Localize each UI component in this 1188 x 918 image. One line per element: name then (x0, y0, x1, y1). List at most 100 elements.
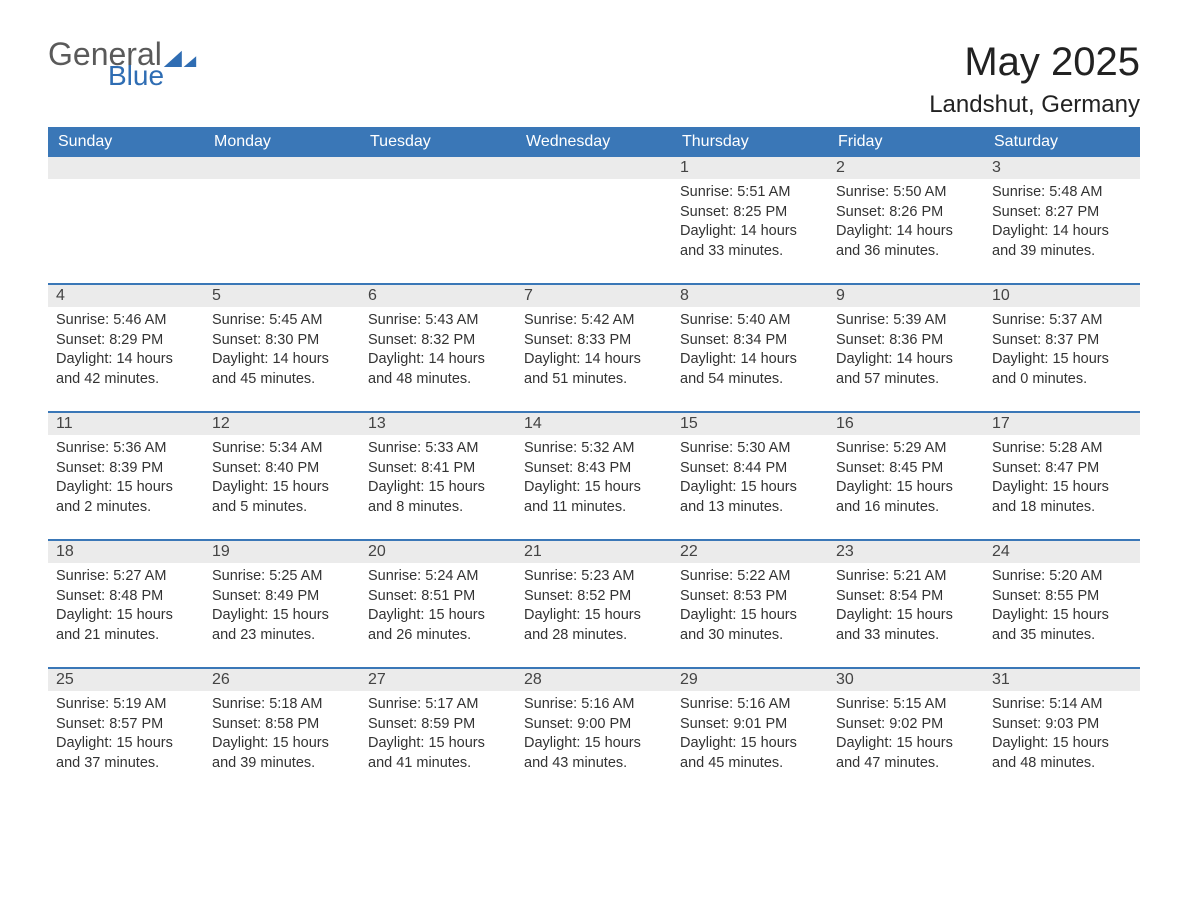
daylight-line-1: Daylight: 15 hours (992, 350, 1132, 370)
day-body: Sunrise: 5:28 AMSunset: 8:47 PMDaylight:… (984, 435, 1140, 521)
sunrise-line: Sunrise: 5:27 AM (56, 567, 196, 587)
daylight-line-2: and 42 minutes. (56, 370, 196, 390)
day-body: Sunrise: 5:24 AMSunset: 8:51 PMDaylight:… (360, 563, 516, 649)
day-body: Sunrise: 5:16 AMSunset: 9:00 PMDaylight:… (516, 691, 672, 777)
day-number: 19 (204, 541, 360, 563)
day-body: Sunrise: 5:21 AMSunset: 8:54 PMDaylight:… (828, 563, 984, 649)
daylight-line-2: and 48 minutes. (368, 370, 508, 390)
daylight-line-1: Daylight: 14 hours (56, 350, 196, 370)
day-body: Sunrise: 5:16 AMSunset: 9:01 PMDaylight:… (672, 691, 828, 777)
daylight-line-1: Daylight: 14 hours (680, 350, 820, 370)
day-cell (516, 157, 672, 283)
day-number: 14 (516, 413, 672, 435)
daylight-line-1: Daylight: 14 hours (524, 350, 664, 370)
day-body: Sunrise: 5:43 AMSunset: 8:32 PMDaylight:… (360, 307, 516, 393)
day-number: 22 (672, 541, 828, 563)
sunset-line: Sunset: 8:29 PM (56, 331, 196, 351)
daylight-line-1: Daylight: 15 hours (368, 478, 508, 498)
day-number: 26 (204, 669, 360, 691)
daylight-line-2: and 5 minutes. (212, 498, 352, 518)
daylight-line-1: Daylight: 15 hours (524, 478, 664, 498)
day-body: Sunrise: 5:36 AMSunset: 8:39 PMDaylight:… (48, 435, 204, 521)
sunrise-line: Sunrise: 5:28 AM (992, 439, 1132, 459)
location: Landshut, Germany (929, 91, 1140, 119)
weekday-header: Saturday (984, 127, 1140, 157)
calendar: SundayMondayTuesdayWednesdayThursdayFrid… (48, 127, 1140, 795)
day-cell: 28Sunrise: 5:16 AMSunset: 9:00 PMDayligh… (516, 669, 672, 795)
daylight-line-2: and 23 minutes. (212, 626, 352, 646)
daylight-line-2: and 33 minutes. (836, 626, 976, 646)
day-body: Sunrise: 5:50 AMSunset: 8:26 PMDaylight:… (828, 179, 984, 265)
day-body: Sunrise: 5:22 AMSunset: 8:53 PMDaylight:… (672, 563, 828, 649)
sunset-line: Sunset: 8:37 PM (992, 331, 1132, 351)
sunrise-line: Sunrise: 5:14 AM (992, 695, 1132, 715)
day-number: 6 (360, 285, 516, 307)
sunset-line: Sunset: 8:43 PM (524, 459, 664, 479)
sunrise-line: Sunrise: 5:43 AM (368, 311, 508, 331)
day-body: Sunrise: 5:27 AMSunset: 8:48 PMDaylight:… (48, 563, 204, 649)
day-body: Sunrise: 5:42 AMSunset: 8:33 PMDaylight:… (516, 307, 672, 393)
day-cell: 17Sunrise: 5:28 AMSunset: 8:47 PMDayligh… (984, 413, 1140, 539)
day-body: Sunrise: 5:23 AMSunset: 8:52 PMDaylight:… (516, 563, 672, 649)
sunset-line: Sunset: 9:03 PM (992, 715, 1132, 735)
day-cell: 20Sunrise: 5:24 AMSunset: 8:51 PMDayligh… (360, 541, 516, 667)
daylight-line-1: Daylight: 14 hours (368, 350, 508, 370)
daylight-line-2: and 47 minutes. (836, 754, 976, 774)
day-cell: 15Sunrise: 5:30 AMSunset: 8:44 PMDayligh… (672, 413, 828, 539)
daylight-line-2: and 48 minutes. (992, 754, 1132, 774)
day-cell: 23Sunrise: 5:21 AMSunset: 8:54 PMDayligh… (828, 541, 984, 667)
weekday-row: SundayMondayTuesdayWednesdayThursdayFrid… (48, 127, 1140, 157)
day-body: Sunrise: 5:37 AMSunset: 8:37 PMDaylight:… (984, 307, 1140, 393)
sunset-line: Sunset: 8:40 PM (212, 459, 352, 479)
logo-blue: Blue (108, 63, 198, 88)
day-body: Sunrise: 5:48 AMSunset: 8:27 PMDaylight:… (984, 179, 1140, 265)
day-number: 2 (828, 157, 984, 179)
weekday-header: Monday (204, 127, 360, 157)
sunrise-line: Sunrise: 5:22 AM (680, 567, 820, 587)
weeks-container: 1Sunrise: 5:51 AMSunset: 8:25 PMDaylight… (48, 157, 1140, 795)
daylight-line-2: and 39 minutes. (212, 754, 352, 774)
daylight-line-1: Daylight: 14 hours (680, 222, 820, 242)
day-number: 1 (672, 157, 828, 179)
daylight-line-1: Daylight: 15 hours (524, 606, 664, 626)
sunset-line: Sunset: 8:44 PM (680, 459, 820, 479)
sunrise-line: Sunrise: 5:24 AM (368, 567, 508, 587)
day-number: 12 (204, 413, 360, 435)
day-number: 17 (984, 413, 1140, 435)
daylight-line-1: Daylight: 15 hours (212, 606, 352, 626)
day-number: 24 (984, 541, 1140, 563)
day-cell: 6Sunrise: 5:43 AMSunset: 8:32 PMDaylight… (360, 285, 516, 411)
weekday-header: Wednesday (516, 127, 672, 157)
weekday-header: Friday (828, 127, 984, 157)
sunset-line: Sunset: 8:48 PM (56, 587, 196, 607)
sunrise-line: Sunrise: 5:45 AM (212, 311, 352, 331)
sunrise-line: Sunrise: 5:39 AM (836, 311, 976, 331)
sunset-line: Sunset: 8:52 PM (524, 587, 664, 607)
sunset-line: Sunset: 8:39 PM (56, 459, 196, 479)
day-number: 7 (516, 285, 672, 307)
day-cell: 21Sunrise: 5:23 AMSunset: 8:52 PMDayligh… (516, 541, 672, 667)
daylight-line-1: Daylight: 15 hours (56, 734, 196, 754)
day-cell: 16Sunrise: 5:29 AMSunset: 8:45 PMDayligh… (828, 413, 984, 539)
week-row: 25Sunrise: 5:19 AMSunset: 8:57 PMDayligh… (48, 667, 1140, 795)
daylight-line-2: and 54 minutes. (680, 370, 820, 390)
sunset-line: Sunset: 9:02 PM (836, 715, 976, 735)
sunset-line: Sunset: 9:00 PM (524, 715, 664, 735)
sunrise-line: Sunrise: 5:51 AM (680, 183, 820, 203)
day-number: 15 (672, 413, 828, 435)
day-body: Sunrise: 5:19 AMSunset: 8:57 PMDaylight:… (48, 691, 204, 777)
day-number: 4 (48, 285, 204, 307)
day-cell (204, 157, 360, 283)
week-row: 4Sunrise: 5:46 AMSunset: 8:29 PMDaylight… (48, 283, 1140, 411)
day-number: 25 (48, 669, 204, 691)
day-body: Sunrise: 5:40 AMSunset: 8:34 PMDaylight:… (672, 307, 828, 393)
daylight-line-2: and 11 minutes. (524, 498, 664, 518)
daylight-line-1: Daylight: 15 hours (368, 606, 508, 626)
day-number: 28 (516, 669, 672, 691)
sunset-line: Sunset: 8:33 PM (524, 331, 664, 351)
sunset-line: Sunset: 8:41 PM (368, 459, 508, 479)
daylight-line-1: Daylight: 14 hours (836, 222, 976, 242)
daylight-line-1: Daylight: 15 hours (992, 606, 1132, 626)
day-cell: 24Sunrise: 5:20 AMSunset: 8:55 PMDayligh… (984, 541, 1140, 667)
sunrise-line: Sunrise: 5:18 AM (212, 695, 352, 715)
